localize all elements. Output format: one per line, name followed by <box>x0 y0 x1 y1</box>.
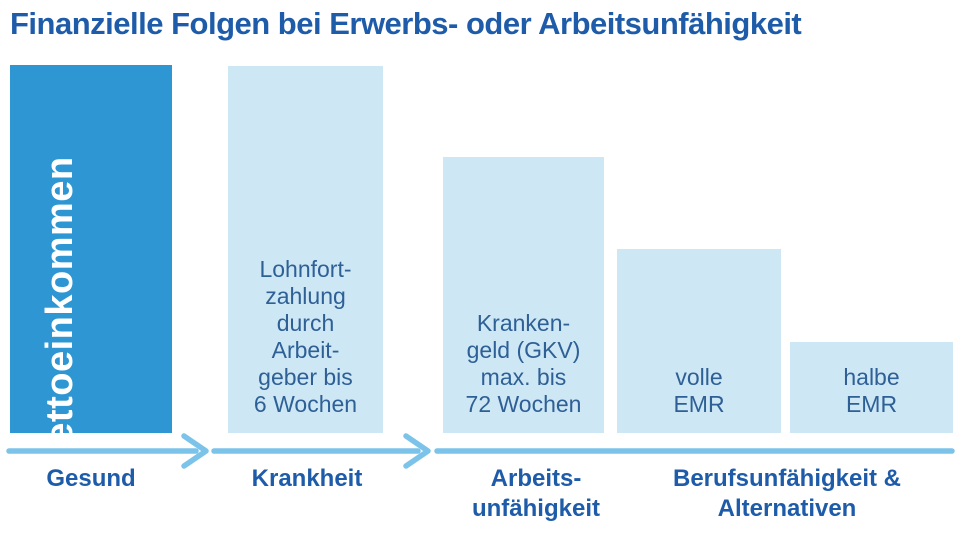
phase-label-krankheit: Krankheit <box>251 465 363 492</box>
bar-label: volle EMR <box>673 364 725 417</box>
bar-label: Lohnfort- zahlung durch Arbeit- geber bi… <box>253 256 358 417</box>
chart-title: Finanzielle Folgen bei Erwerbs- oder Arb… <box>10 6 802 41</box>
bar-volle-emr: volle EMR <box>617 249 781 433</box>
phase-label-berufsunfaehigkeit: Berufsunfähigkeit & Alternativen <box>672 465 902 522</box>
right-arrowhead-icon <box>403 433 431 469</box>
phase-label-arbeitsunfaehigkeit: Arbeits- unfähigkeit <box>471 465 600 522</box>
right-arrowhead-icon <box>181 433 209 469</box>
phase-label-gesund: Gesund <box>46 465 136 492</box>
bar-label: Kranken- geld (GKV) max. bis 72 Wochen <box>465 310 582 417</box>
bar-label: halbe EMR <box>843 364 900 417</box>
bar-krankengeld: Kranken- geld (GKV) max. bis 72 Wochen <box>443 157 604 433</box>
timeline-arrows <box>6 433 955 469</box>
bar-halbe-emr: halbe EMR <box>790 342 953 433</box>
bar-lohnfortzahlung: Lohnfort- zahlung durch Arbeit- geber bi… <box>228 66 383 433</box>
bar-nettoeinkommen: Nettoeinkommen <box>10 65 172 472</box>
